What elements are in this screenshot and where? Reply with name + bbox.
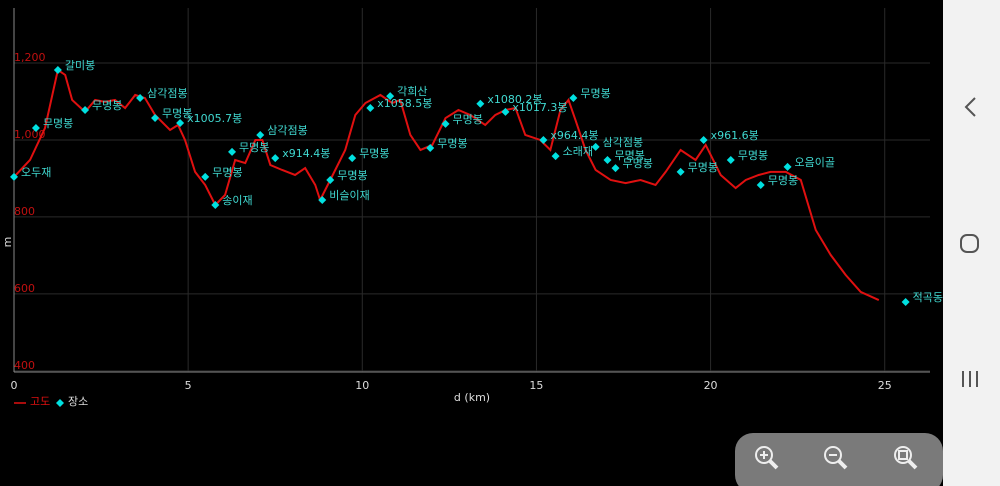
y-tick-label: 800 bbox=[14, 205, 35, 218]
place-label: x1080.2봉 bbox=[487, 93, 542, 106]
place-marker bbox=[211, 201, 220, 210]
place-marker bbox=[441, 119, 450, 128]
place-label: 각희산 bbox=[397, 85, 427, 98]
place-label: 적곡동 bbox=[913, 291, 943, 304]
zoom-out[interactable] bbox=[824, 446, 848, 470]
place-label: 무명봉 bbox=[43, 117, 73, 130]
place-label: 무명봉 bbox=[359, 147, 389, 160]
place-label: 갈미봉 bbox=[65, 58, 95, 72]
y-tick-label: 400 bbox=[14, 359, 35, 372]
place-marker bbox=[81, 105, 90, 114]
place-label: 오두재 bbox=[21, 166, 51, 179]
zoom-reset[interactable] bbox=[894, 446, 918, 470]
place-marker bbox=[228, 147, 237, 156]
place-label: 비슬이재 bbox=[329, 189, 369, 202]
place-label: 무명봉 bbox=[337, 169, 367, 182]
place-label: x961.6봉 bbox=[711, 129, 759, 142]
place-label: x1058.5봉 bbox=[377, 97, 432, 110]
y-tick-label: 600 bbox=[14, 282, 35, 295]
legend-label: 장소 bbox=[68, 395, 88, 408]
place-marker bbox=[326, 175, 335, 184]
nav-bar bbox=[943, 0, 1000, 486]
elevation-line bbox=[13, 68, 880, 301]
x-tick-label: 0 bbox=[11, 379, 18, 392]
place-label: 무명봉 bbox=[738, 149, 768, 162]
place-marker bbox=[136, 94, 145, 103]
place-marker bbox=[348, 154, 357, 163]
place-marker bbox=[539, 135, 548, 144]
place-label: 무명봉 bbox=[212, 166, 242, 179]
x-tick-label: 25 bbox=[878, 379, 892, 392]
place-label: 무명봉 bbox=[580, 87, 610, 100]
x-tick-label: 5 bbox=[185, 379, 192, 392]
place-marker bbox=[611, 164, 620, 173]
place-marker bbox=[426, 144, 435, 153]
back-button[interactable] bbox=[964, 97, 976, 117]
place-marker bbox=[476, 99, 485, 108]
place-label: 무명봉 bbox=[453, 113, 483, 126]
place-label: 삼각점봉 bbox=[147, 87, 187, 100]
chart-background bbox=[0, 0, 943, 486]
place-label: x964.4봉 bbox=[550, 129, 598, 142]
zoom-in[interactable] bbox=[755, 446, 779, 470]
place-marker bbox=[318, 196, 327, 205]
home-button[interactable] bbox=[960, 234, 979, 253]
place-marker bbox=[699, 135, 708, 144]
place-marker bbox=[386, 92, 395, 101]
place-marker bbox=[501, 107, 510, 116]
place-marker bbox=[31, 124, 40, 133]
legend-marker bbox=[56, 399, 64, 407]
place-marker bbox=[726, 155, 735, 164]
place-marker bbox=[201, 172, 210, 181]
place-marker bbox=[10, 172, 18, 181]
place-label: 무명봉 bbox=[239, 141, 269, 154]
place-label: 삼각점봉 bbox=[603, 136, 643, 149]
y-tick-label: 1,200 bbox=[14, 51, 46, 64]
place-marker bbox=[756, 180, 765, 189]
place-marker bbox=[783, 162, 792, 171]
place-marker bbox=[901, 297, 910, 306]
y-tick-label: 1,000 bbox=[14, 128, 46, 141]
x-axis-label: d (km) bbox=[454, 391, 490, 404]
place-label: x1017.3봉 bbox=[512, 101, 567, 114]
place-marker bbox=[569, 94, 578, 103]
place-marker bbox=[176, 119, 185, 128]
recents-button[interactable] bbox=[962, 371, 978, 387]
place-label: 무명봉 bbox=[768, 174, 798, 187]
place-label: x914.4봉 bbox=[282, 147, 330, 160]
place-label: 무명봉 bbox=[92, 99, 122, 112]
place-label: 삼각점봉 bbox=[267, 124, 307, 137]
place-marker bbox=[676, 167, 685, 176]
place-label: 송이재 bbox=[222, 194, 252, 207]
place-marker bbox=[271, 154, 280, 163]
place-label: 무명봉 bbox=[437, 137, 467, 150]
place-marker bbox=[53, 65, 62, 74]
place-marker bbox=[603, 155, 612, 164]
place-label: 무명봉 bbox=[162, 107, 192, 120]
legend-label: 고도 bbox=[30, 395, 50, 408]
x-tick-label: 15 bbox=[529, 379, 543, 392]
place-marker bbox=[366, 104, 375, 113]
place-label: x1005.7봉 bbox=[187, 112, 242, 125]
place-label: 무명봉 bbox=[614, 149, 644, 162]
y-axis-label: m bbox=[1, 237, 14, 248]
place-label: 오음이골 bbox=[795, 156, 835, 169]
place-label: 무명봉 bbox=[622, 157, 652, 170]
place-marker bbox=[151, 114, 160, 123]
place-marker bbox=[256, 130, 265, 139]
place-marker bbox=[591, 142, 600, 151]
place-marker bbox=[551, 152, 560, 161]
place-label: 소래재 bbox=[563, 145, 593, 158]
x-tick-label: 10 bbox=[355, 379, 369, 392]
place-label: 무명봉 bbox=[688, 161, 718, 174]
x-tick-label: 20 bbox=[704, 379, 718, 392]
